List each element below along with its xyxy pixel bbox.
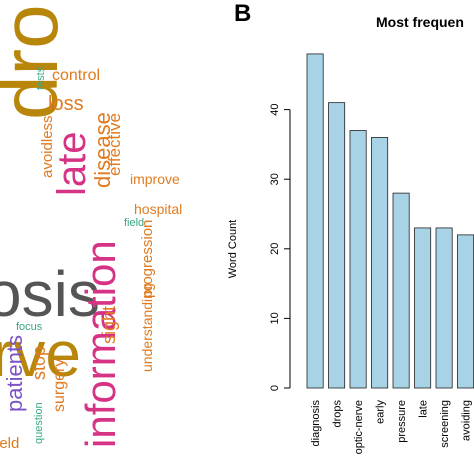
x-tick-labels: diagnosis drops optic-nerve early pressure la… [310, 400, 473, 455]
cloud-word: ield [0, 435, 20, 452]
word-cloud: dropsosisrveinformationlatediseaseeffect… [0, 0, 210, 474]
y-tick-label: 30 [269, 173, 281, 185]
y-axis-label: Word Count [227, 220, 239, 279]
x-tick-label: pressure [396, 400, 408, 443]
y-axis: 0 10 20 30 40 [269, 103, 291, 391]
panel-label: B [234, 0, 252, 27]
x-tick-label: late [418, 400, 430, 418]
x-tick-label: optic-nerve [353, 400, 365, 454]
cloud-word: osis [0, 258, 100, 330]
y-tick-label: 0 [269, 385, 281, 391]
bar [392, 192, 410, 389]
y-tick-label: 10 [269, 312, 281, 324]
bar [435, 227, 453, 389]
x-tick-label: avoiding [461, 400, 473, 441]
bars [306, 53, 474, 389]
x-tick-label: screening [439, 400, 451, 448]
bar [328, 102, 346, 389]
cloud-word: field [124, 217, 145, 229]
cloud-word: improve [130, 171, 180, 187]
cloud-word: control [52, 67, 101, 84]
y-tick-label: 20 [269, 243, 281, 255]
cloud-word: rve [0, 318, 81, 390]
x-tick-label: drops [332, 400, 344, 428]
bar [457, 234, 474, 389]
bar [371, 137, 389, 389]
y-tick-label: 40 [269, 103, 281, 115]
cloud-word: hospital [134, 201, 183, 217]
bar [349, 130, 367, 389]
cloud-word: loss [48, 93, 84, 115]
x-tick-label: early [375, 400, 387, 424]
chart-title: Most frequen [376, 14, 464, 30]
x-tick-label: diagnosis [310, 400, 322, 447]
cloud-word: focus [16, 321, 43, 333]
bar [414, 227, 432, 389]
bar [306, 53, 324, 389]
